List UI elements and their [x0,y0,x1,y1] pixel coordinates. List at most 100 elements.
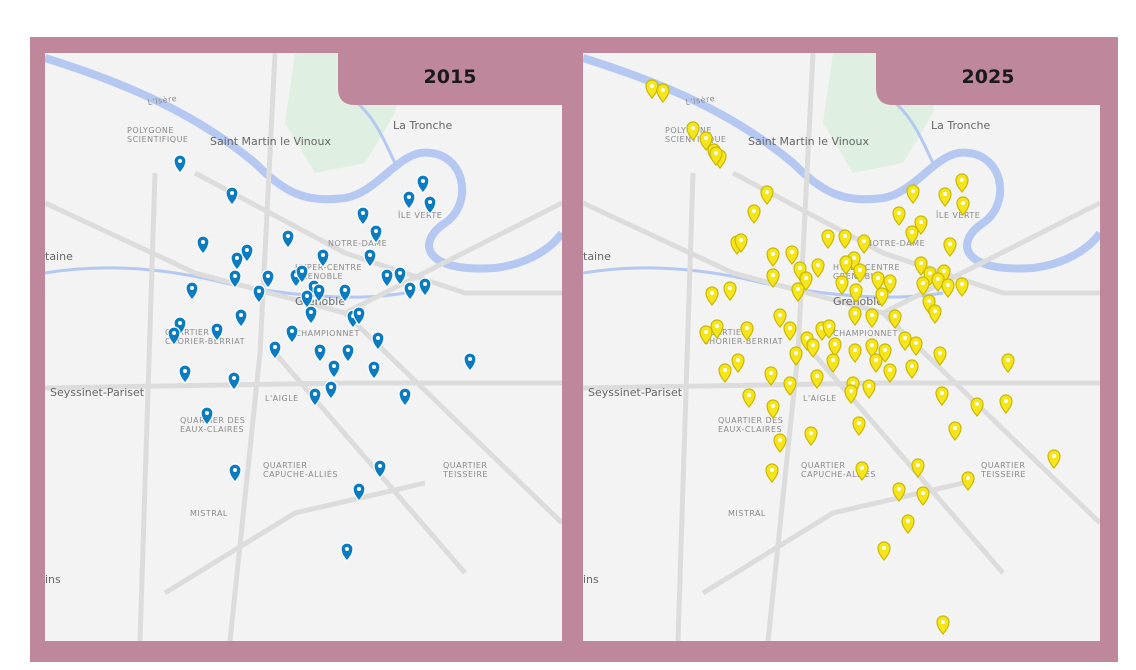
map-pin-dot [345,547,349,551]
map-pin [855,461,869,481]
map-pin-dot [960,282,964,286]
map-pin-dot [232,376,236,380]
map-label-line: GRENOBLE [295,272,343,281]
map-pin-dot [374,229,378,233]
map-pin [888,309,902,329]
map-pin-dot [860,466,864,470]
map-pin [416,174,430,194]
map-pin-dot [811,343,815,347]
map-pin [699,131,713,151]
map-pin-dot [843,234,847,238]
map-pin-dot [710,291,714,295]
map-pin-dot [190,286,194,290]
map-pin-dot [840,280,844,284]
map-pin-dot [1006,358,1010,362]
map-label-line: QUARTIER [263,461,307,470]
map-pin [909,336,923,356]
map-pin [240,243,254,263]
map-pin [760,185,774,205]
map-pin [656,83,670,103]
map-pin [731,353,745,373]
map-pin-dot [921,281,925,285]
map-pin [905,225,919,245]
panel-title: 2015 [424,66,477,88]
map-pin-dot [914,341,918,345]
map-pin [316,248,330,268]
map-pin-dot [423,282,427,286]
map-pin-dot [239,313,243,317]
map-pin [865,308,879,328]
map-pin [418,277,432,297]
map-pin [356,206,370,226]
map-pin [747,204,761,224]
road [273,351,467,575]
map-pin [252,284,266,304]
map-pin [862,379,876,399]
map-pin [783,321,797,341]
map-pin [935,386,949,406]
map-pin-dot [794,351,798,355]
map-label-line: SCIENTIFIQUE [127,135,188,144]
title-tab [876,53,1100,105]
map-pin-dot [290,329,294,333]
map-pin-dot [715,324,719,328]
map-pin-dot [771,252,775,256]
map-pin [740,321,754,341]
map-pin-dot [849,389,853,393]
map-pin-dot [805,336,809,340]
map-pin [463,352,477,372]
map-pin-dot [770,468,774,472]
map-label: MISTRAL [190,509,228,518]
map-pin-dot [403,392,407,396]
map-pin [765,463,779,483]
map-pin [734,233,748,253]
map-label: taine [583,250,611,263]
map-label-line: QUARTIER [703,328,747,337]
map-pin [710,319,724,339]
map-pin-dot [172,331,176,335]
map-pin [804,426,818,446]
map-pin-dot [1052,454,1056,458]
map-pin [839,255,853,275]
map-pin-dot [317,288,321,292]
map-pin [234,308,248,328]
map-pin-dot [853,348,857,352]
map-pin-dot [428,200,432,204]
map-label: QUARTIER CAPUCHE-ALLIÉS [263,461,338,479]
map-pin-dot [704,136,708,140]
map-pin [363,248,377,268]
map-pin-dot [854,288,858,292]
map-label: QUARTIER DES EAUX-CLAIRES [718,416,783,434]
river [45,54,562,273]
map-pin-dot [883,348,887,352]
map-pin-dot [178,159,182,163]
road [45,380,562,391]
map-pin [838,229,852,249]
map-pin-dot [771,404,775,408]
map-label-line: EAUX-CLAIRES [180,425,244,434]
map-pin [367,360,381,380]
map-pin [941,278,955,298]
map-pin [936,615,950,635]
map-pin [789,346,803,366]
map-pin [785,245,799,265]
map-pin-dot [919,261,923,265]
map-pin [369,224,383,244]
map-label-line: EAUX-CLAIRES [718,425,782,434]
map-pin [200,406,214,426]
map-pin-dot [946,283,950,287]
map-label: Saint Martin le Vinoux [748,135,869,148]
map-pin [938,187,952,207]
map-pin [423,195,437,215]
map-label-line: QUARTIER [801,461,845,470]
map-pin-dot [862,239,866,243]
map-pin [892,206,906,226]
map-label-line: POLYGONE [127,126,174,135]
map-pin-dot [888,279,892,283]
map-pin-dot [321,253,325,257]
map-pin-dot [960,178,964,182]
map-pin-dot [870,313,874,317]
